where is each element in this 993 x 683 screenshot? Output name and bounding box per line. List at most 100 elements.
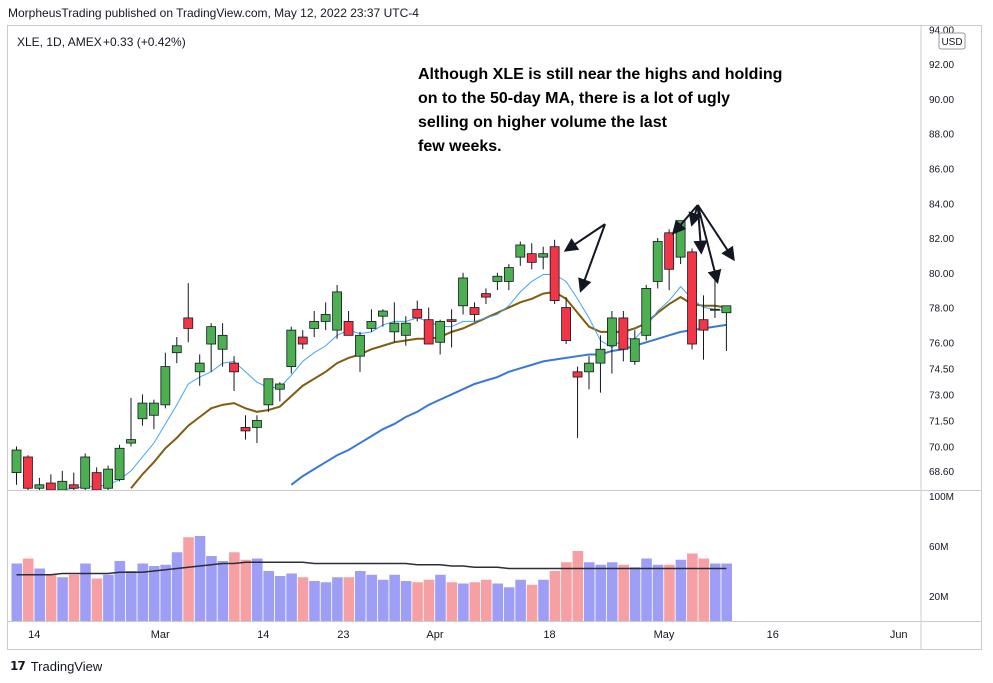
candle-up[interactable] — [320, 302, 331, 331]
candle-up[interactable] — [641, 284, 652, 341]
volume-bar — [675, 559, 687, 621]
candle-up[interactable] — [400, 316, 411, 346]
volume-bar — [561, 562, 572, 621]
candle-body — [492, 275, 503, 282]
candle-up[interactable] — [114, 444, 125, 482]
volume-tick-label: 60M — [929, 542, 948, 553]
candle-body — [309, 321, 320, 329]
candle-up[interactable] — [126, 397, 136, 447]
candle-down[interactable] — [343, 311, 354, 336]
axes — [8, 26, 981, 649]
candle-down[interactable] — [240, 415, 251, 440]
candle-down[interactable] — [664, 229, 675, 291]
volume-bar — [114, 561, 126, 621]
candle-down[interactable] — [297, 330, 308, 350]
candle-up[interactable] — [332, 284, 343, 339]
price-tick-label: 71.50 — [929, 416, 954, 427]
candle-up[interactable] — [263, 378, 274, 412]
candle-body — [584, 362, 594, 373]
candle-up[interactable] — [515, 241, 526, 266]
candle-up[interactable] — [389, 302, 400, 343]
candle-up[interactable] — [148, 399, 159, 430]
candle-up[interactable] — [309, 311, 320, 338]
candle-up[interactable] — [710, 269, 720, 318]
candle-up[interactable] — [160, 352, 171, 409]
candle-down[interactable] — [45, 474, 56, 491]
candle-up[interactable] — [194, 354, 205, 386]
candle-up[interactable] — [57, 470, 68, 491]
candle-down[interactable] — [698, 295, 709, 360]
footer-brand[interactable]: TradingView — [30, 658, 103, 674]
currency-badge[interactable]: USD — [938, 32, 966, 50]
tradingview-logo-icon[interactable]: 𝟭𝟳 — [10, 659, 26, 673]
candle-up[interactable] — [274, 382, 285, 402]
candle-body — [229, 362, 239, 373]
candle-up[interactable] — [137, 394, 148, 426]
candle-up[interactable] — [11, 446, 22, 485]
candle-down[interactable] — [91, 467, 102, 491]
candle-down[interactable] — [446, 309, 457, 348]
candle-up[interactable] — [629, 330, 640, 365]
price-tick-label: 84.00 — [929, 199, 954, 210]
candle-up[interactable] — [377, 309, 388, 327]
candle-up[interactable] — [584, 356, 594, 390]
price-tick-label: 88.00 — [929, 130, 954, 141]
candle-down[interactable] — [23, 455, 33, 490]
candle-up[interactable] — [538, 246, 549, 270]
annotation-arrow — [688, 204, 702, 227]
candle-body — [23, 456, 33, 489]
price-tick-label: 92.00 — [929, 60, 954, 71]
candle-down[interactable] — [549, 239, 560, 305]
candle-up[interactable] — [206, 323, 217, 372]
candle-down[interactable] — [572, 366, 583, 438]
candle-down[interactable] — [412, 300, 423, 322]
time-tick-label: 23 — [337, 629, 349, 641]
volume-bar — [606, 562, 618, 621]
candle-up[interactable] — [252, 415, 262, 444]
price-tick-label: 82.00 — [929, 234, 954, 245]
volume-bar — [57, 577, 68, 621]
candle-body — [664, 232, 675, 270]
annotation-line: Although XLE is still near the highs and… — [418, 66, 782, 83]
candlesticks[interactable] — [11, 220, 732, 491]
candle-up[interactable] — [503, 264, 514, 291]
candle-up[interactable] — [721, 305, 732, 351]
volume-axis-ticks: 100M 60M 20M — [929, 492, 954, 603]
candle-body — [343, 321, 354, 336]
candle-down[interactable] — [229, 356, 239, 391]
candle-up[interactable] — [607, 311, 617, 374]
candle-up[interactable] — [492, 272, 503, 291]
volume-bar — [274, 576, 286, 621]
volume-moving-average — [16, 561, 727, 576]
time-tick-label: Apr — [426, 629, 443, 641]
candle-down[interactable] — [423, 307, 434, 345]
candle-up[interactable] — [34, 477, 45, 490]
time-tick-label: 14 — [257, 629, 269, 641]
candle-up[interactable] — [355, 331, 365, 372]
candle-down[interactable] — [183, 283, 194, 343]
volume-bar — [171, 552, 183, 621]
candle-body — [629, 338, 640, 362]
candle-up[interactable] — [652, 238, 663, 289]
candle-body — [469, 307, 480, 315]
candle-down[interactable] — [526, 243, 537, 270]
candle-down[interactable] — [68, 472, 79, 490]
candle-down[interactable] — [469, 302, 480, 322]
candle-up[interactable] — [435, 319, 446, 355]
candle-up[interactable] — [171, 337, 182, 364]
volume-bar — [584, 562, 595, 621]
candle-up[interactable] — [458, 272, 468, 315]
candle-up[interactable] — [103, 465, 113, 490]
candle-down[interactable] — [481, 288, 491, 305]
candle-up[interactable] — [80, 453, 91, 490]
candle-down[interactable] — [687, 248, 697, 350]
candle-body — [103, 468, 113, 489]
volume-bar — [435, 574, 446, 621]
candle-up[interactable] — [595, 335, 606, 393]
candle-up[interactable] — [286, 326, 297, 374]
candle-down[interactable] — [618, 311, 629, 362]
candle-up[interactable] — [366, 309, 377, 332]
candle-up[interactable] — [217, 323, 228, 367]
candle-down[interactable] — [561, 297, 571, 345]
